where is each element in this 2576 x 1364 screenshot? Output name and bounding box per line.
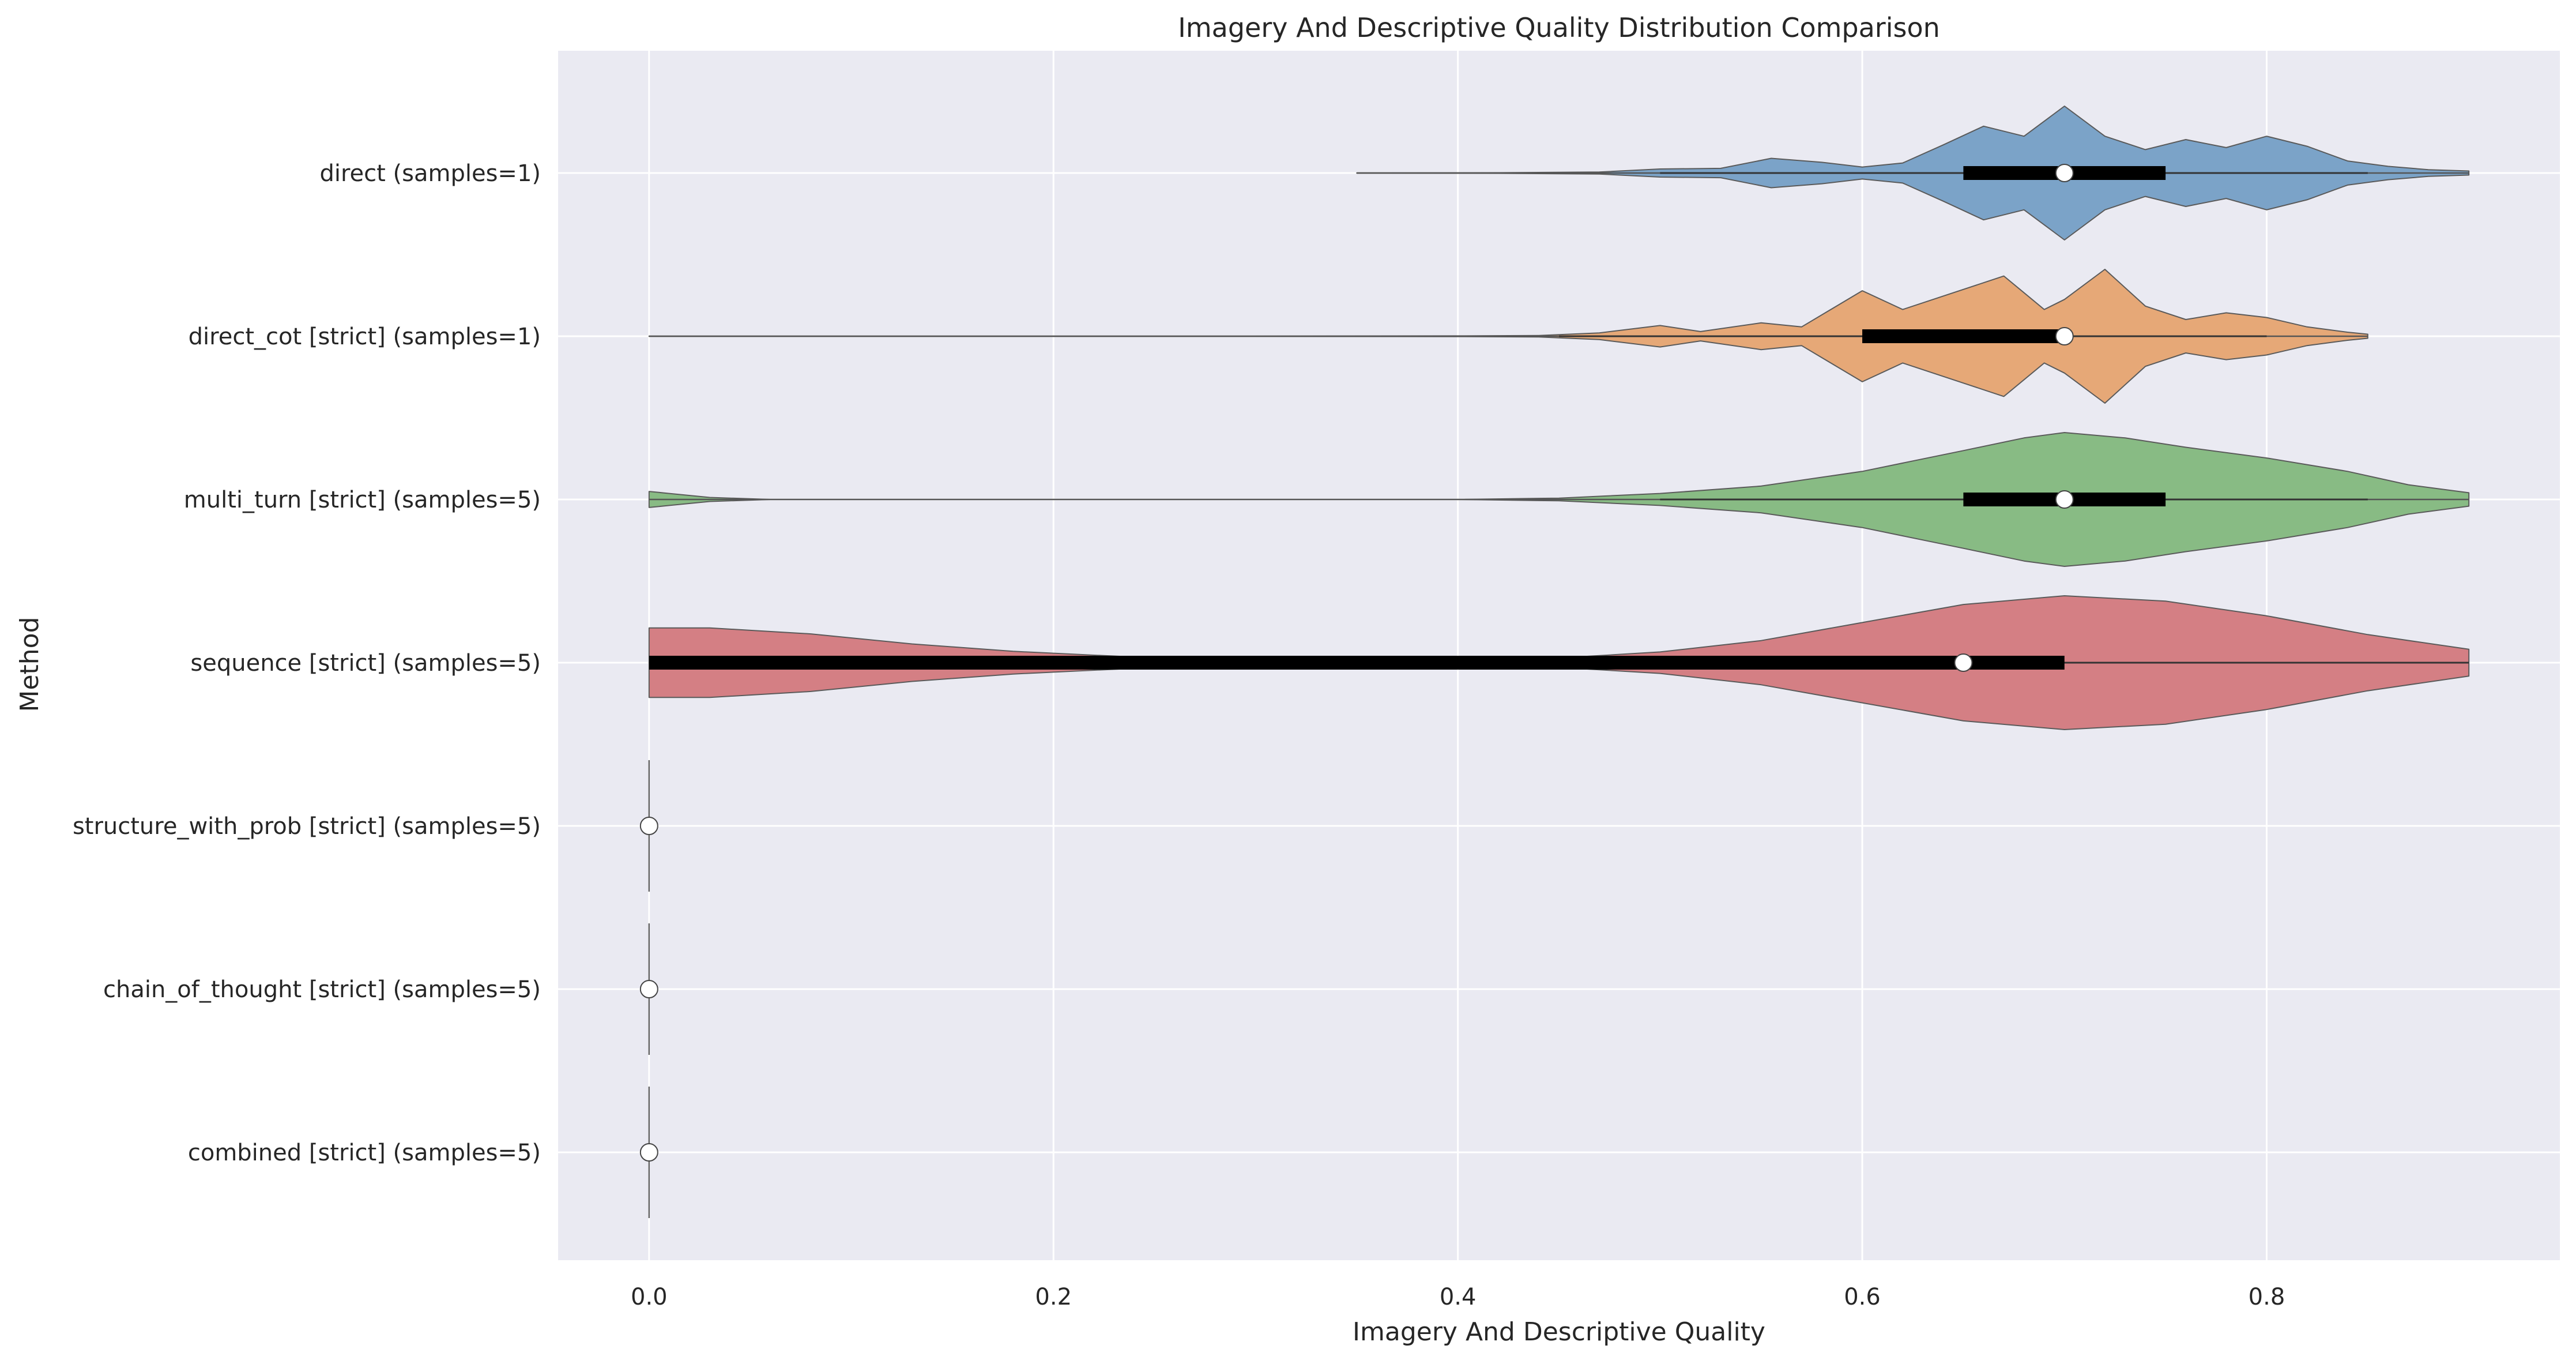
y-tick-label: direct (samples=1) [319,160,541,187]
y-axis-label: Method [15,617,44,712]
y-tick-label: direct_cot [strict] (samples=1) [189,324,541,350]
x-tick-label: 0.0 [631,1284,668,1310]
violin-group [648,595,2470,730]
x-tick-label: 0.4 [1440,1284,1477,1310]
violin-group [648,432,2470,567]
chart-title: Imagery And Descriptive Quality Distribu… [1178,12,1940,43]
violin-group [1356,106,2470,241]
y-tick-label: combined [strict] (samples=5) [188,1140,541,1166]
median-marker [639,817,658,835]
x-tick-label: 0.2 [1035,1284,1072,1310]
violin-group [648,269,2368,404]
median-marker [2055,327,2074,345]
y-tick-label: structure_with_prob [strict] (samples=5) [73,813,541,840]
violin-group [639,760,658,892]
iqr-box [649,656,2065,670]
median-marker [1954,653,1973,672]
iqr-box [1862,329,2065,343]
median-marker [2055,490,2074,509]
x-tick-labels: 0.0 0.2 0.4 0.6 0.8 [631,1284,2285,1310]
x-axis-label: Imagery And Descriptive Quality [1353,1317,1765,1347]
median-marker [639,1143,658,1162]
median-marker [639,980,658,998]
y-tick-label: chain_of_thought [strict] (samples=5) [103,976,541,1003]
y-tick-label: sequence [strict] (samples=5) [190,650,541,677]
violin-group [639,923,658,1055]
x-tick-label: 0.8 [2249,1284,2285,1310]
median-marker [2055,164,2074,182]
y-tick-label: multi_turn [strict] (samples=5) [184,487,541,513]
y-tick-labels: direct (samples=1) direct_cot [strict] (s… [73,160,541,1166]
violin-group [639,1087,658,1218]
x-tick-label: 0.6 [1844,1284,1881,1310]
violin-bodies [639,106,2470,1218]
